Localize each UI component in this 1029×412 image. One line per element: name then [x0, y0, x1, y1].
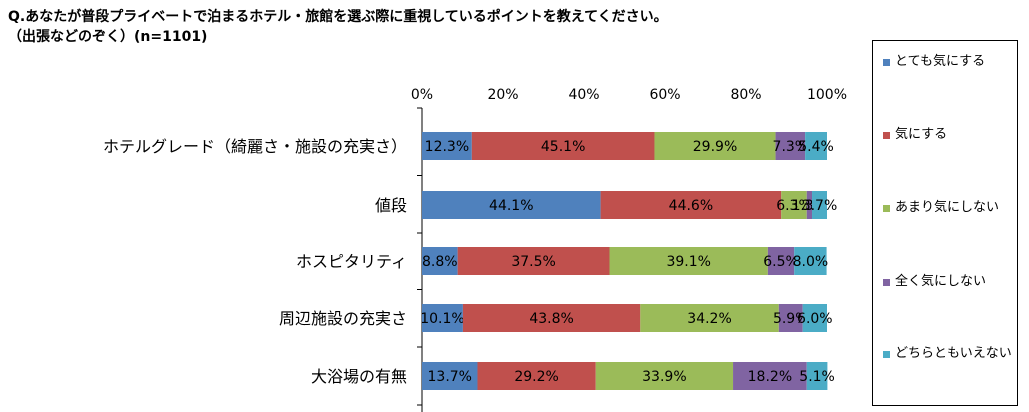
x-tick-label: 80% — [730, 87, 761, 103]
legend: とても気にする 気にするあまり気にしない 全く気にしないどちらともいえない — [872, 40, 1018, 406]
legend-swatch — [883, 351, 890, 358]
chart-title: Q.あなたが普段プライベートで泊まるホテル・旅館を選ぶ際に重視しているポイントを… — [8, 9, 668, 25]
bar-segment — [802, 304, 827, 332]
chart-subtitle: （出張などのぞく）(n=1101) — [8, 29, 208, 45]
category-label: 値段 — [375, 196, 407, 215]
legend-swatch — [883, 279, 890, 286]
legend-swatch — [883, 132, 890, 139]
bar-segment — [812, 191, 827, 219]
data-label: 6.5% — [763, 254, 799, 270]
data-label: 10.1% — [420, 311, 464, 327]
bar-segment — [600, 191, 782, 219]
stacked-bar-chart: 0% 20% 40% 60% 80% 100% ホテルグレード（綺麗さ・施設の充実さ） 値段ホ… — [103, 87, 847, 412]
legend-swatch — [883, 59, 890, 66]
bar-segment — [422, 132, 472, 160]
data-label: 6.0% — [797, 311, 833, 327]
legend-label: とても気にする — [895, 54, 986, 69]
bar-segment — [595, 362, 734, 390]
data-label: 5.1% — [799, 369, 835, 385]
data-label: 43.8% — [529, 311, 573, 327]
bar-segment — [733, 362, 807, 390]
bar-segment — [457, 247, 610, 275]
bar-segment — [794, 247, 827, 275]
data-label: 7.3% — [773, 139, 809, 155]
legend-label: 気にする — [895, 127, 948, 142]
category-label: ホテルグレード（綺麗さ・施設の充実さ） — [103, 137, 407, 156]
data-label: 5.9% — [773, 311, 809, 327]
bar-segment — [422, 362, 478, 390]
bar-segment — [462, 304, 641, 332]
category-label: ホスピタリティ — [296, 252, 407, 271]
data-label: 13.7% — [428, 369, 472, 385]
bar-segment — [422, 191, 601, 219]
bar-segment — [471, 132, 655, 160]
data-label: 39.1% — [666, 254, 710, 270]
x-tick-label: 100% — [807, 87, 847, 103]
legend-swatch — [883, 205, 890, 212]
bar-segment — [767, 247, 795, 275]
data-label: 29.9% — [693, 139, 737, 155]
bar-segment — [609, 247, 768, 275]
data-label: 18.2% — [748, 369, 792, 385]
legend-label: 全く気にしない — [895, 274, 987, 289]
data-label: 12.3% — [425, 139, 469, 155]
data-label: 44.6% — [669, 198, 713, 214]
data-label: 37.5% — [511, 254, 555, 270]
bar-segment — [806, 362, 828, 390]
data-label: 5.4% — [798, 139, 834, 155]
bar-segment — [422, 247, 458, 275]
bar-segment — [778, 304, 803, 332]
category-label: 大浴場の有無 — [311, 367, 407, 386]
bar-segment — [640, 304, 779, 332]
data-label: 8.0% — [793, 254, 829, 270]
bar-segment — [654, 132, 776, 160]
x-tick-label: 20% — [487, 87, 518, 103]
bar-segment — [806, 191, 813, 219]
data-label: 29.2% — [514, 369, 558, 385]
bar-segment — [477, 362, 596, 390]
data-label: 3.7% — [802, 198, 838, 214]
bar-segment — [422, 304, 463, 332]
x-tick-label: 60% — [649, 87, 680, 103]
x-tick-label: 40% — [568, 87, 599, 103]
data-label: 34.2% — [687, 311, 731, 327]
bar-segment — [805, 132, 827, 160]
data-label: 8.8% — [422, 254, 458, 270]
data-label: 44.1% — [489, 198, 533, 214]
bar-segment — [781, 191, 807, 219]
category-label: 周辺施設の充実さ — [279, 309, 407, 328]
x-tick-label: 0% — [411, 87, 433, 103]
data-label: 45.1% — [541, 139, 585, 155]
legend-label: あまり気にしない — [895, 200, 1000, 215]
data-label: 33.9% — [642, 369, 686, 385]
legend-label: どちらともいえない — [895, 346, 1012, 361]
bar-segment — [775, 132, 806, 160]
data-label: 6.3% — [776, 198, 812, 214]
